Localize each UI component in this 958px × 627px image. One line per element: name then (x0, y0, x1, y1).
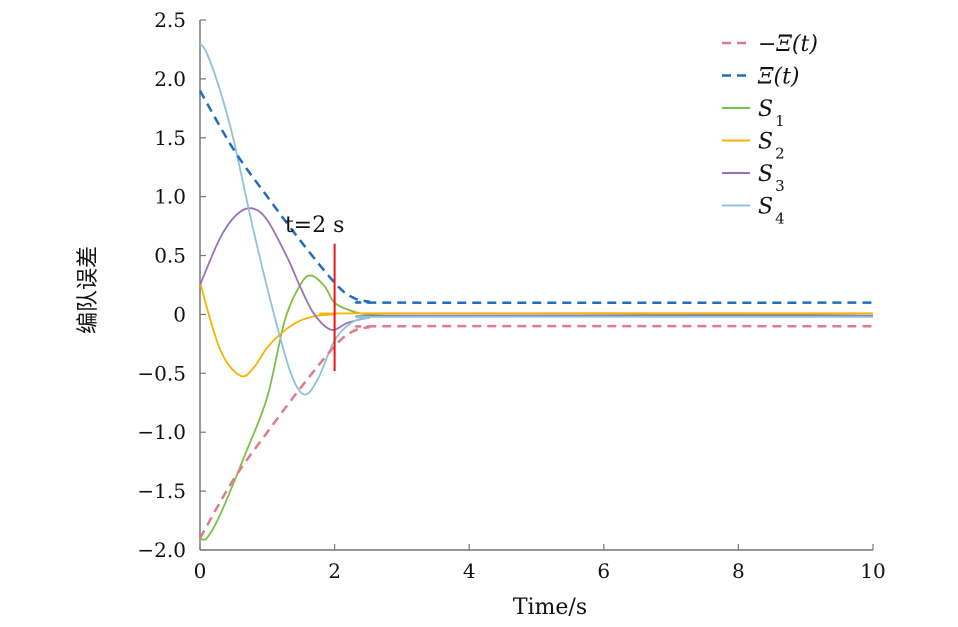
y-tick-label: −1.5 (137, 479, 186, 503)
legend-label: Ξ(t) (757, 65, 800, 90)
y-tick-label: 1.0 (154, 185, 186, 209)
y-tick-label: −1.0 (137, 420, 186, 444)
series-line-s2 (199, 282, 874, 378)
legend-label-subscript: 4 (775, 210, 785, 228)
x-axis-label: Time/s (513, 595, 587, 620)
legend: −Ξ(t) Ξ(t) S 1S 2S 3S 4 (722, 32, 818, 228)
series-line-t-xi (198, 90, 874, 305)
legend-label-subscript: 3 (775, 177, 785, 195)
x-tick-label: 8 (732, 559, 745, 583)
legend-label: −Ξ(t) (758, 32, 818, 57)
axes: 0 2 4 6 8 10 2.5 2.0 1.5 1.0 0.5 0 −0.5 −1.0 −1.5 −2.0 (137, 8, 885, 583)
x-tick-label: 2 (328, 559, 341, 583)
annotation-label: t=2 s (285, 213, 345, 238)
x-tick-label: 6 (597, 559, 610, 583)
y-tick-label: −2.0 (137, 538, 186, 562)
x-tick-label: 0 (194, 559, 207, 583)
y-tick-label: 1.5 (154, 126, 186, 150)
legend-label-subscript: 1 (775, 112, 785, 130)
x-tick-label: 10 (860, 559, 885, 583)
y-tick-label: −0.5 (137, 361, 186, 385)
y-tick-label: 2.5 (154, 8, 186, 32)
plot-area (198, 42, 874, 541)
y-axis-label: 编队误差 (76, 246, 101, 334)
y-tick-label: 0.5 (154, 244, 186, 268)
y-tick-label: 0 (173, 302, 186, 326)
series-line-s3 (199, 207, 874, 331)
y-tick-label: 2.0 (154, 67, 186, 91)
series-line-t-neg-xi (198, 324, 874, 539)
series-line-s4 (199, 42, 874, 396)
legend-label-subscript: 2 (775, 145, 785, 163)
x-tick-label: 4 (463, 559, 476, 583)
annotation: t=2 s (285, 213, 345, 371)
